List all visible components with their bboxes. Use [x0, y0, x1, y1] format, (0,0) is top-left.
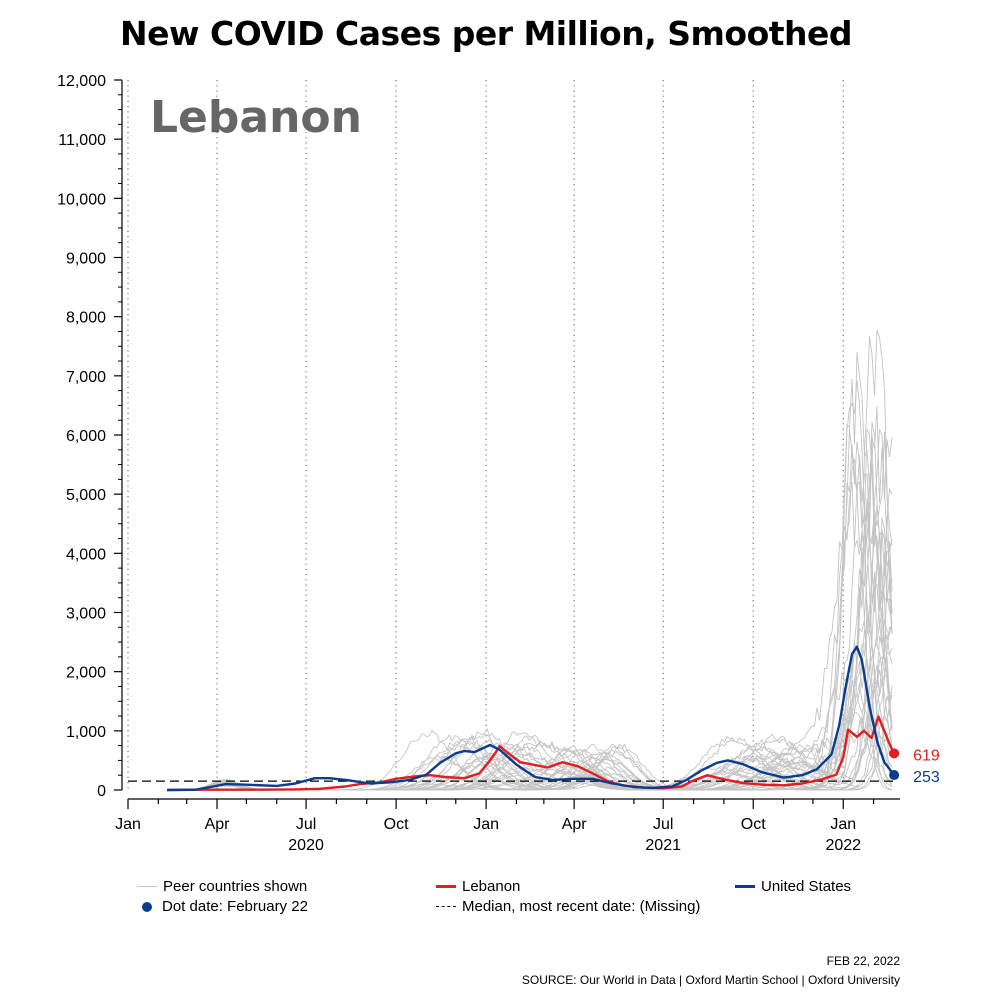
- peer-line: [172, 671, 893, 791]
- peer-line: [172, 541, 893, 791]
- lebanon-end-dot: [889, 748, 900, 759]
- lebanon-swatch: [436, 885, 456, 888]
- median-swatch: [436, 906, 456, 907]
- peer-line: [172, 421, 893, 791]
- peer-swatch: [137, 886, 157, 887]
- x-tick-label: Jan: [830, 816, 856, 833]
- x-tick-label: Apr: [562, 816, 588, 833]
- y-tick-label: 12,000: [57, 73, 106, 90]
- x-tick-label: Oct: [741, 816, 766, 833]
- united-states-end-label: 253: [913, 769, 940, 786]
- x-tick-label: Jan: [473, 816, 499, 833]
- legend-item-us: United States: [735, 878, 851, 895]
- legend-lebanon-label: Lebanon: [462, 878, 521, 895]
- peer-line: [172, 329, 893, 791]
- y-tick-label: 4,000: [66, 546, 106, 563]
- peer-line: [172, 539, 893, 791]
- x-year-label: 2020: [288, 837, 324, 854]
- peer-line: [172, 531, 893, 791]
- dot-swatch: [142, 901, 152, 912]
- x-tick-label: Jul: [296, 816, 316, 833]
- x-tick-label: Jan: [115, 816, 141, 833]
- x-tick-label: Jul: [653, 816, 673, 833]
- legend-peer-label: Peer countries shown: [163, 878, 308, 895]
- legend-median-label: Median, most recent date: (Missing): [462, 898, 701, 915]
- peer-line: [172, 666, 893, 791]
- y-tick-label: 10,000: [57, 191, 106, 208]
- chart-title: New COVID Cases per Million, Smoothed: [120, 14, 853, 53]
- peer-country-lines: [172, 329, 893, 791]
- peer-line: [172, 487, 893, 791]
- lebanon-end-label: 619: [913, 747, 940, 764]
- y-tick-label: 7,000: [66, 369, 106, 386]
- y-tick-label: 8,000: [66, 310, 106, 327]
- footer-source: SOURCE: Our World in Data | Oxford Marti…: [521, 973, 900, 987]
- peer-line: [172, 428, 893, 791]
- peer-line: [172, 380, 893, 791]
- x-tick-label: Apr: [205, 816, 231, 833]
- legend-item-peer: Peer countries shown: [137, 878, 307, 895]
- y-tick-label: 0: [97, 783, 106, 800]
- peer-line: [172, 482, 893, 791]
- legend-us-label: United States: [761, 878, 852, 895]
- peer-line: [172, 406, 893, 791]
- legend: Peer countries shown Dot date: February …: [0, 878, 1000, 928]
- legend-item-dot: Dot date: February 22: [137, 898, 308, 915]
- y-tick-label: 11,000: [58, 132, 106, 149]
- footer-date: FEB 22, 2022: [826, 954, 900, 968]
- y-tick-label: 2,000: [66, 665, 106, 682]
- peer-line: [172, 429, 893, 791]
- united-states-line: [167, 645, 896, 792]
- x-tick-label: Oct: [384, 816, 409, 833]
- united-states-end-dot: [889, 770, 900, 781]
- peer-line: [172, 464, 893, 791]
- axes: 0 1,000 2,000 3,000 4,000 5,000 6,000 7,000 8,00…: [57, 73, 900, 854]
- legend-item-lebanon: Lebanon: [436, 878, 520, 895]
- x-year-label: 2022: [825, 837, 861, 854]
- peer-line: [172, 427, 893, 791]
- us-swatch: [735, 885, 755, 888]
- y-tick-label: 9,000: [66, 251, 106, 268]
- legend-item-median: Median, most recent date: (Missing): [436, 898, 700, 915]
- y-tick-label: 3,000: [66, 606, 106, 623]
- lebanon-line: [167, 715, 896, 792]
- y-tick-label: 1,000: [66, 724, 106, 741]
- country-label: Lebanon: [150, 92, 362, 143]
- x-year-label: 2021: [645, 837, 681, 854]
- peer-line: [172, 352, 893, 791]
- legend-dot-label: Dot date: February 22: [162, 898, 308, 915]
- y-tick-label: 6,000: [66, 428, 106, 445]
- grid-lines: [127, 80, 844, 790]
- y-tick-label: 5,000: [66, 487, 106, 504]
